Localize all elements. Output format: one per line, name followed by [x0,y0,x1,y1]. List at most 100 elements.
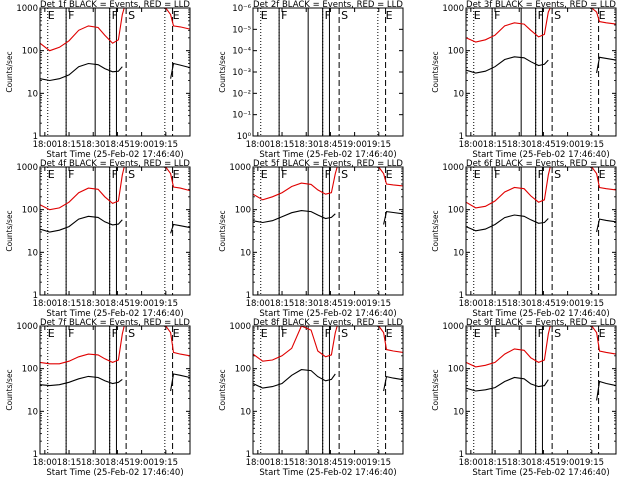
x-tick-label: 19:00 [555,458,580,468]
chart-panel-3: Det 3f BLACK = Events, RED = LLD 1 10 100 10… [431,0,617,160]
x-tick-label: 19:15 [580,140,605,150]
y-tick-label: 100 [448,206,464,216]
y-tick-label: 1000 [229,322,251,332]
x-tick-label: 18:00 [246,299,271,309]
event-marker-label: F [538,327,544,340]
y-tick-label: 1 [33,291,38,301]
event-marker-label: F [281,327,287,340]
chart-panel-1: Det 1f BLACK = Events, RED = LLD 1 10 100 10… [5,0,191,160]
x-tick-label: 19:00 [342,458,367,468]
y-tick-label: 10⁻² [232,89,251,99]
x-tick-label: 18:30 [507,458,532,468]
x-tick-label: 19:15 [580,299,605,309]
x-tick-label: 18:00 [246,140,271,150]
chart-title: Det 6f BLACK = Events, RED = LLD [466,159,616,169]
y-tick-label: 100 [448,365,464,375]
event-marker-label: E [173,9,180,22]
y-tick-label: 10 [27,407,38,417]
x-tick-label: 18:45 [105,140,130,150]
plot-frame [252,166,404,296]
x-tick-label: 18:30 [81,140,106,150]
x-tick-label: 18:15 [483,140,508,150]
x-axis-label: Start Time (25-Feb-02 17:46:40) [259,468,396,478]
chart-title: Det 7f BLACK = Events, RED = LLD [40,318,190,328]
x-tick-label: 19:00 [129,299,154,309]
plot-frame [252,7,404,137]
y-tick-label: 1000 [16,4,38,14]
event-marker-label: E [386,327,393,340]
data-series-line [252,325,404,362]
x-tick-label: 18:00 [246,458,271,468]
y-tick-label: 10 [240,248,251,258]
event-marker-label: F [494,168,500,181]
data-series-line [465,214,617,233]
x-tick-label: 18:15 [270,299,295,309]
data-series-line [252,166,404,201]
plot-frame [465,166,617,296]
plot-frame [465,325,617,455]
x-tick-label: 18:45 [318,458,343,468]
x-tick-label: 18:45 [318,299,343,309]
x-tick-label: 19:15 [154,299,179,309]
y-tick-label: 10 [27,248,38,258]
y-tick-label: 1 [459,291,464,301]
data-series-line [465,7,617,43]
event-marker-label: S [341,168,348,181]
y-tick-label: 100 [448,47,464,57]
x-tick-label: 19:15 [154,458,179,468]
event-marker-label: F [538,168,544,181]
data-series-line [465,166,617,209]
chart-panel-8: Det 8f BLACK = Events, RED = LLD 1 10 100 10… [218,318,404,478]
y-tick-label: 1 [33,450,38,460]
y-tick-label: 1000 [16,163,38,173]
data-series-line [39,325,191,365]
x-axis-label: Start Time (25-Feb-02 17:46:40) [259,150,396,160]
event-marker-label: S [554,9,561,22]
y-tick-label: 10⁰ [237,132,252,142]
y-tick-label: 1 [246,450,251,460]
event-marker-label: E [173,327,180,340]
chart-title: Det 5f BLACK = Events, RED = LLD [253,159,403,169]
chart-panel-9: Det 9f BLACK = Events, RED = LLD 1 10 100 10… [431,318,617,478]
chart-panel-2: Det 2f BLACK = Events, RED = LLD 10⁰ 10⁻¹ 1… [218,0,404,160]
x-tick-label: 18:45 [105,458,130,468]
y-tick-label: 1000 [442,4,464,14]
x-tick-label: 19:15 [367,140,392,150]
x-tick-label: 18:45 [531,140,556,150]
x-tick-label: 18:00 [33,458,58,468]
x-tick-label: 18:45 [105,299,130,309]
plot-frame [252,325,404,455]
x-tick-label: 18:15 [57,140,82,150]
x-tick-label: 18:30 [294,299,319,309]
x-axis-label: Start Time (25-Feb-02 17:46:40) [472,309,609,319]
plot-frame [465,7,617,137]
y-tick-label: 100 [22,47,38,57]
chart-panel-4: Det 4f BLACK = Events, RED = LLD 1 10 100 10… [5,159,191,319]
x-tick-label: 18:00 [459,299,484,309]
x-tick-label: 18:00 [33,299,58,309]
event-marker-label: E [48,327,55,340]
y-axis-label: Counts/sec [5,369,14,410]
x-tick-label: 18:30 [507,140,532,150]
data-series-line [465,376,617,401]
chart-panel-6: Det 6f BLACK = Events, RED = LLD 1 10 100 10… [431,159,617,319]
x-axis-label: Start Time (25-Feb-02 17:46:40) [46,468,183,478]
chart-title: Det 9f BLACK = Events, RED = LLD [466,318,616,328]
y-tick-label: 10 [453,407,464,417]
data-series-line [39,215,191,234]
y-tick-label: 10 [453,248,464,258]
chart-title: Det 1f BLACK = Events, RED = LLD [40,0,190,10]
y-tick-label: 10 [240,407,251,417]
y-tick-label: 100 [22,365,38,375]
x-tick-label: 19:15 [367,458,392,468]
y-axis-label: Counts/sec [5,51,14,92]
plot-frame [39,7,191,137]
data-series-line [39,373,191,392]
x-tick-label: 18:45 [318,140,343,150]
event-marker-label: E [261,327,268,340]
y-tick-label: 1 [459,132,464,142]
x-tick-label: 19:00 [342,140,367,150]
x-tick-label: 18:30 [507,299,532,309]
chart-panel-5: Det 5f BLACK = Events, RED = LLD 1 10 100 10… [218,159,404,319]
